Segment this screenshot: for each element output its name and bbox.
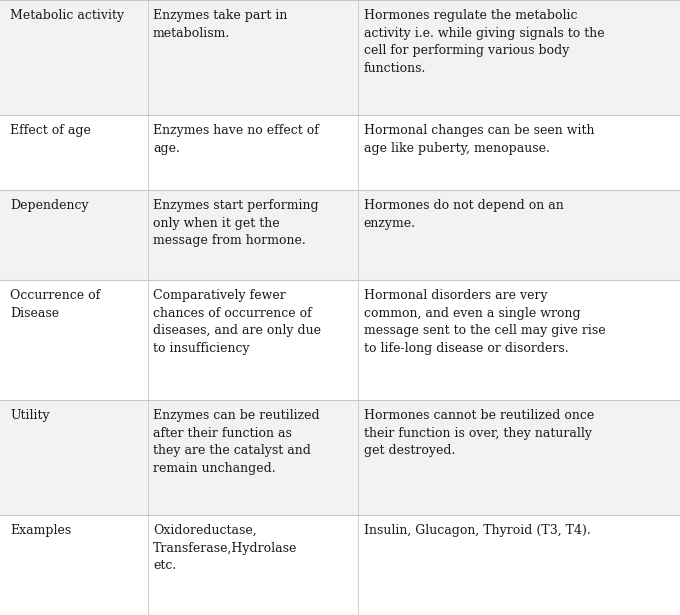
Bar <box>0 0 680 115</box>
Text: Enzymes start performing
only when it get the
message from hormone.: Enzymes start performing only when it ge… <box>153 199 319 247</box>
Bar <box>0 115 680 190</box>
Text: Dependency: Dependency <box>10 199 89 212</box>
Text: Enzymes have no effect of
age.: Enzymes have no effect of age. <box>153 124 319 155</box>
Text: Insulin, Glucagon, Thyroid (T3, T4).: Insulin, Glucagon, Thyroid (T3, T4). <box>364 524 590 538</box>
Bar <box>0 515 680 615</box>
Text: Hormones cannot be reutilized once
their function is over, they naturally
get de: Hormones cannot be reutilized once their… <box>364 409 594 457</box>
Text: Occurrence of
Disease: Occurrence of Disease <box>10 289 101 320</box>
Text: Enzymes can be reutilized
after their function as
they are the catalyst and
rema: Enzymes can be reutilized after their fu… <box>153 409 320 475</box>
Bar <box>0 190 680 280</box>
Text: Utility: Utility <box>10 409 50 423</box>
Text: Enzymes take part in
metabolism.: Enzymes take part in metabolism. <box>153 9 288 40</box>
Text: Hormonal disorders are very
common, and even a single wrong
message sent to the : Hormonal disorders are very common, and … <box>364 289 605 355</box>
Text: Effect of age: Effect of age <box>10 124 91 137</box>
Text: Hormonal changes can be seen with
age like puberty, menopause.: Hormonal changes can be seen with age li… <box>364 124 594 155</box>
Text: Examples: Examples <box>10 524 71 538</box>
Bar <box>0 280 680 400</box>
Text: Hormones do not depend on an
enzyme.: Hormones do not depend on an enzyme. <box>364 199 564 230</box>
Text: Comparatively fewer
chances of occurrence of
diseases, and are only due
to insuf: Comparatively fewer chances of occurrenc… <box>153 289 321 355</box>
Text: Oxidoreductase,
Transferase,Hydrolase
etc.: Oxidoreductase, Transferase,Hydrolase et… <box>153 524 297 572</box>
Bar <box>0 400 680 515</box>
Text: Hormones regulate the metabolic
activity i.e. while giving signals to the
cell f: Hormones regulate the metabolic activity… <box>364 9 605 75</box>
Text: Metabolic activity: Metabolic activity <box>10 9 124 22</box>
